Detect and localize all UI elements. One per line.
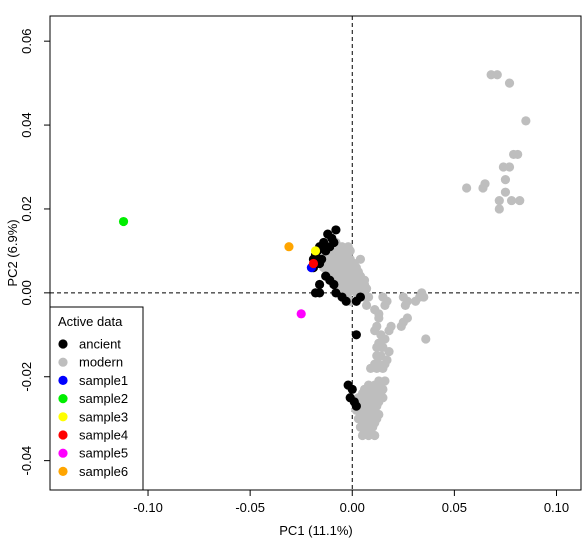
modern-point bbox=[521, 116, 531, 126]
x-tick-label: -0.10 bbox=[133, 500, 163, 515]
modern-point bbox=[504, 162, 515, 172]
modern-point bbox=[478, 183, 488, 193]
ancient-point bbox=[341, 296, 351, 306]
legend: Active data ancient modern sample1 sample2 sa… bbox=[49, 306, 144, 491]
modern-point bbox=[462, 183, 472, 193]
modern-point bbox=[515, 195, 525, 206]
modern-point bbox=[396, 321, 406, 332]
legend-marker-sample4 bbox=[58, 430, 68, 440]
modern-point bbox=[361, 300, 372, 311]
x-tick-label: -0.05 bbox=[235, 500, 265, 515]
ancient-point bbox=[355, 292, 366, 302]
legend-marker-sample5 bbox=[58, 448, 68, 458]
modern-point bbox=[417, 288, 427, 298]
sample2-point bbox=[118, 216, 129, 227]
ancient-point bbox=[331, 225, 341, 235]
modern-point bbox=[364, 292, 374, 302]
legend-marker-sample6 bbox=[58, 466, 68, 476]
series-sample4 bbox=[308, 258, 319, 269]
axis-ticks: -0.10 -0.05 0.00 0.05 0.10 -0.04 -0.02 0.00 0.02… bbox=[19, 29, 569, 515]
x-axis-label: PC1 (11.1%) bbox=[279, 523, 352, 538]
modern-point bbox=[500, 174, 511, 185]
sample5-point bbox=[296, 309, 306, 319]
y-tick-label: 0.06 bbox=[19, 29, 34, 54]
ancient-point bbox=[314, 288, 325, 298]
modern-point bbox=[384, 326, 394, 336]
legend-marker-sample2 bbox=[58, 394, 68, 404]
y-tick-label: 0.02 bbox=[19, 196, 34, 221]
x-tick-label: 0.00 bbox=[340, 500, 365, 515]
ancient-point bbox=[321, 246, 331, 256]
legend-marker-ancient bbox=[58, 339, 68, 349]
x-tick-label: 0.10 bbox=[544, 500, 569, 515]
modern-point bbox=[359, 279, 370, 290]
legend-entry-sample2: sample2 bbox=[79, 391, 128, 406]
legend-entry-sample6: sample6 bbox=[79, 464, 128, 479]
legend-entry-sample1: sample1 bbox=[79, 373, 128, 388]
y-axis-label: PC2 (6.9%) bbox=[5, 219, 20, 286]
legend-marker-modern bbox=[58, 357, 68, 367]
modern-point bbox=[378, 363, 388, 373]
y-tick-label: 0.00 bbox=[19, 280, 34, 305]
series-sample3 bbox=[310, 246, 321, 256]
modern-point bbox=[500, 187, 511, 197]
legend-marker-sample3 bbox=[58, 412, 68, 422]
ancient-point bbox=[329, 279, 339, 290]
plot-frame bbox=[49, 15, 582, 491]
sample3-point bbox=[310, 246, 321, 256]
series-sample6 bbox=[284, 242, 294, 252]
modern-point bbox=[380, 300, 390, 311]
ancient-point bbox=[351, 330, 361, 340]
modern-point bbox=[384, 346, 394, 357]
series-sample2 bbox=[118, 216, 129, 227]
series-sample5 bbox=[296, 309, 306, 319]
sample6-point bbox=[284, 242, 294, 252]
legend-entry-ancient: ancient bbox=[79, 337, 121, 352]
y-tick-label: 0.04 bbox=[19, 112, 34, 137]
modern-point bbox=[421, 334, 431, 344]
data-points bbox=[118, 70, 531, 441]
ancient-point bbox=[314, 279, 325, 290]
modern-point bbox=[374, 313, 384, 323]
modern-point bbox=[492, 70, 502, 80]
modern-point bbox=[402, 313, 413, 323]
modern-point bbox=[513, 149, 523, 160]
legend-entry-modern: modern bbox=[79, 355, 123, 370]
modern-point bbox=[355, 254, 366, 264]
y-tick-label: -0.02 bbox=[19, 362, 34, 392]
modern-point bbox=[400, 300, 410, 311]
modern-point bbox=[494, 195, 504, 206]
modern-point bbox=[506, 195, 517, 206]
legend-entry-sample4: sample4 bbox=[79, 428, 128, 443]
ancient-point bbox=[351, 401, 361, 411]
legend-title: Active data bbox=[58, 314, 123, 329]
legend-entry-sample3: sample3 bbox=[79, 409, 128, 424]
modern-point bbox=[370, 430, 380, 441]
ancient-point bbox=[347, 384, 357, 394]
modern-point bbox=[378, 334, 388, 344]
modern-point bbox=[494, 204, 504, 214]
legend-entry-sample5: sample5 bbox=[79, 446, 128, 461]
sample4-point bbox=[308, 258, 319, 269]
modern-point bbox=[504, 78, 515, 88]
x-tick-label: 0.05 bbox=[442, 500, 467, 515]
legend-marker-sample1 bbox=[58, 375, 68, 385]
y-tick-label: -0.04 bbox=[19, 446, 34, 476]
